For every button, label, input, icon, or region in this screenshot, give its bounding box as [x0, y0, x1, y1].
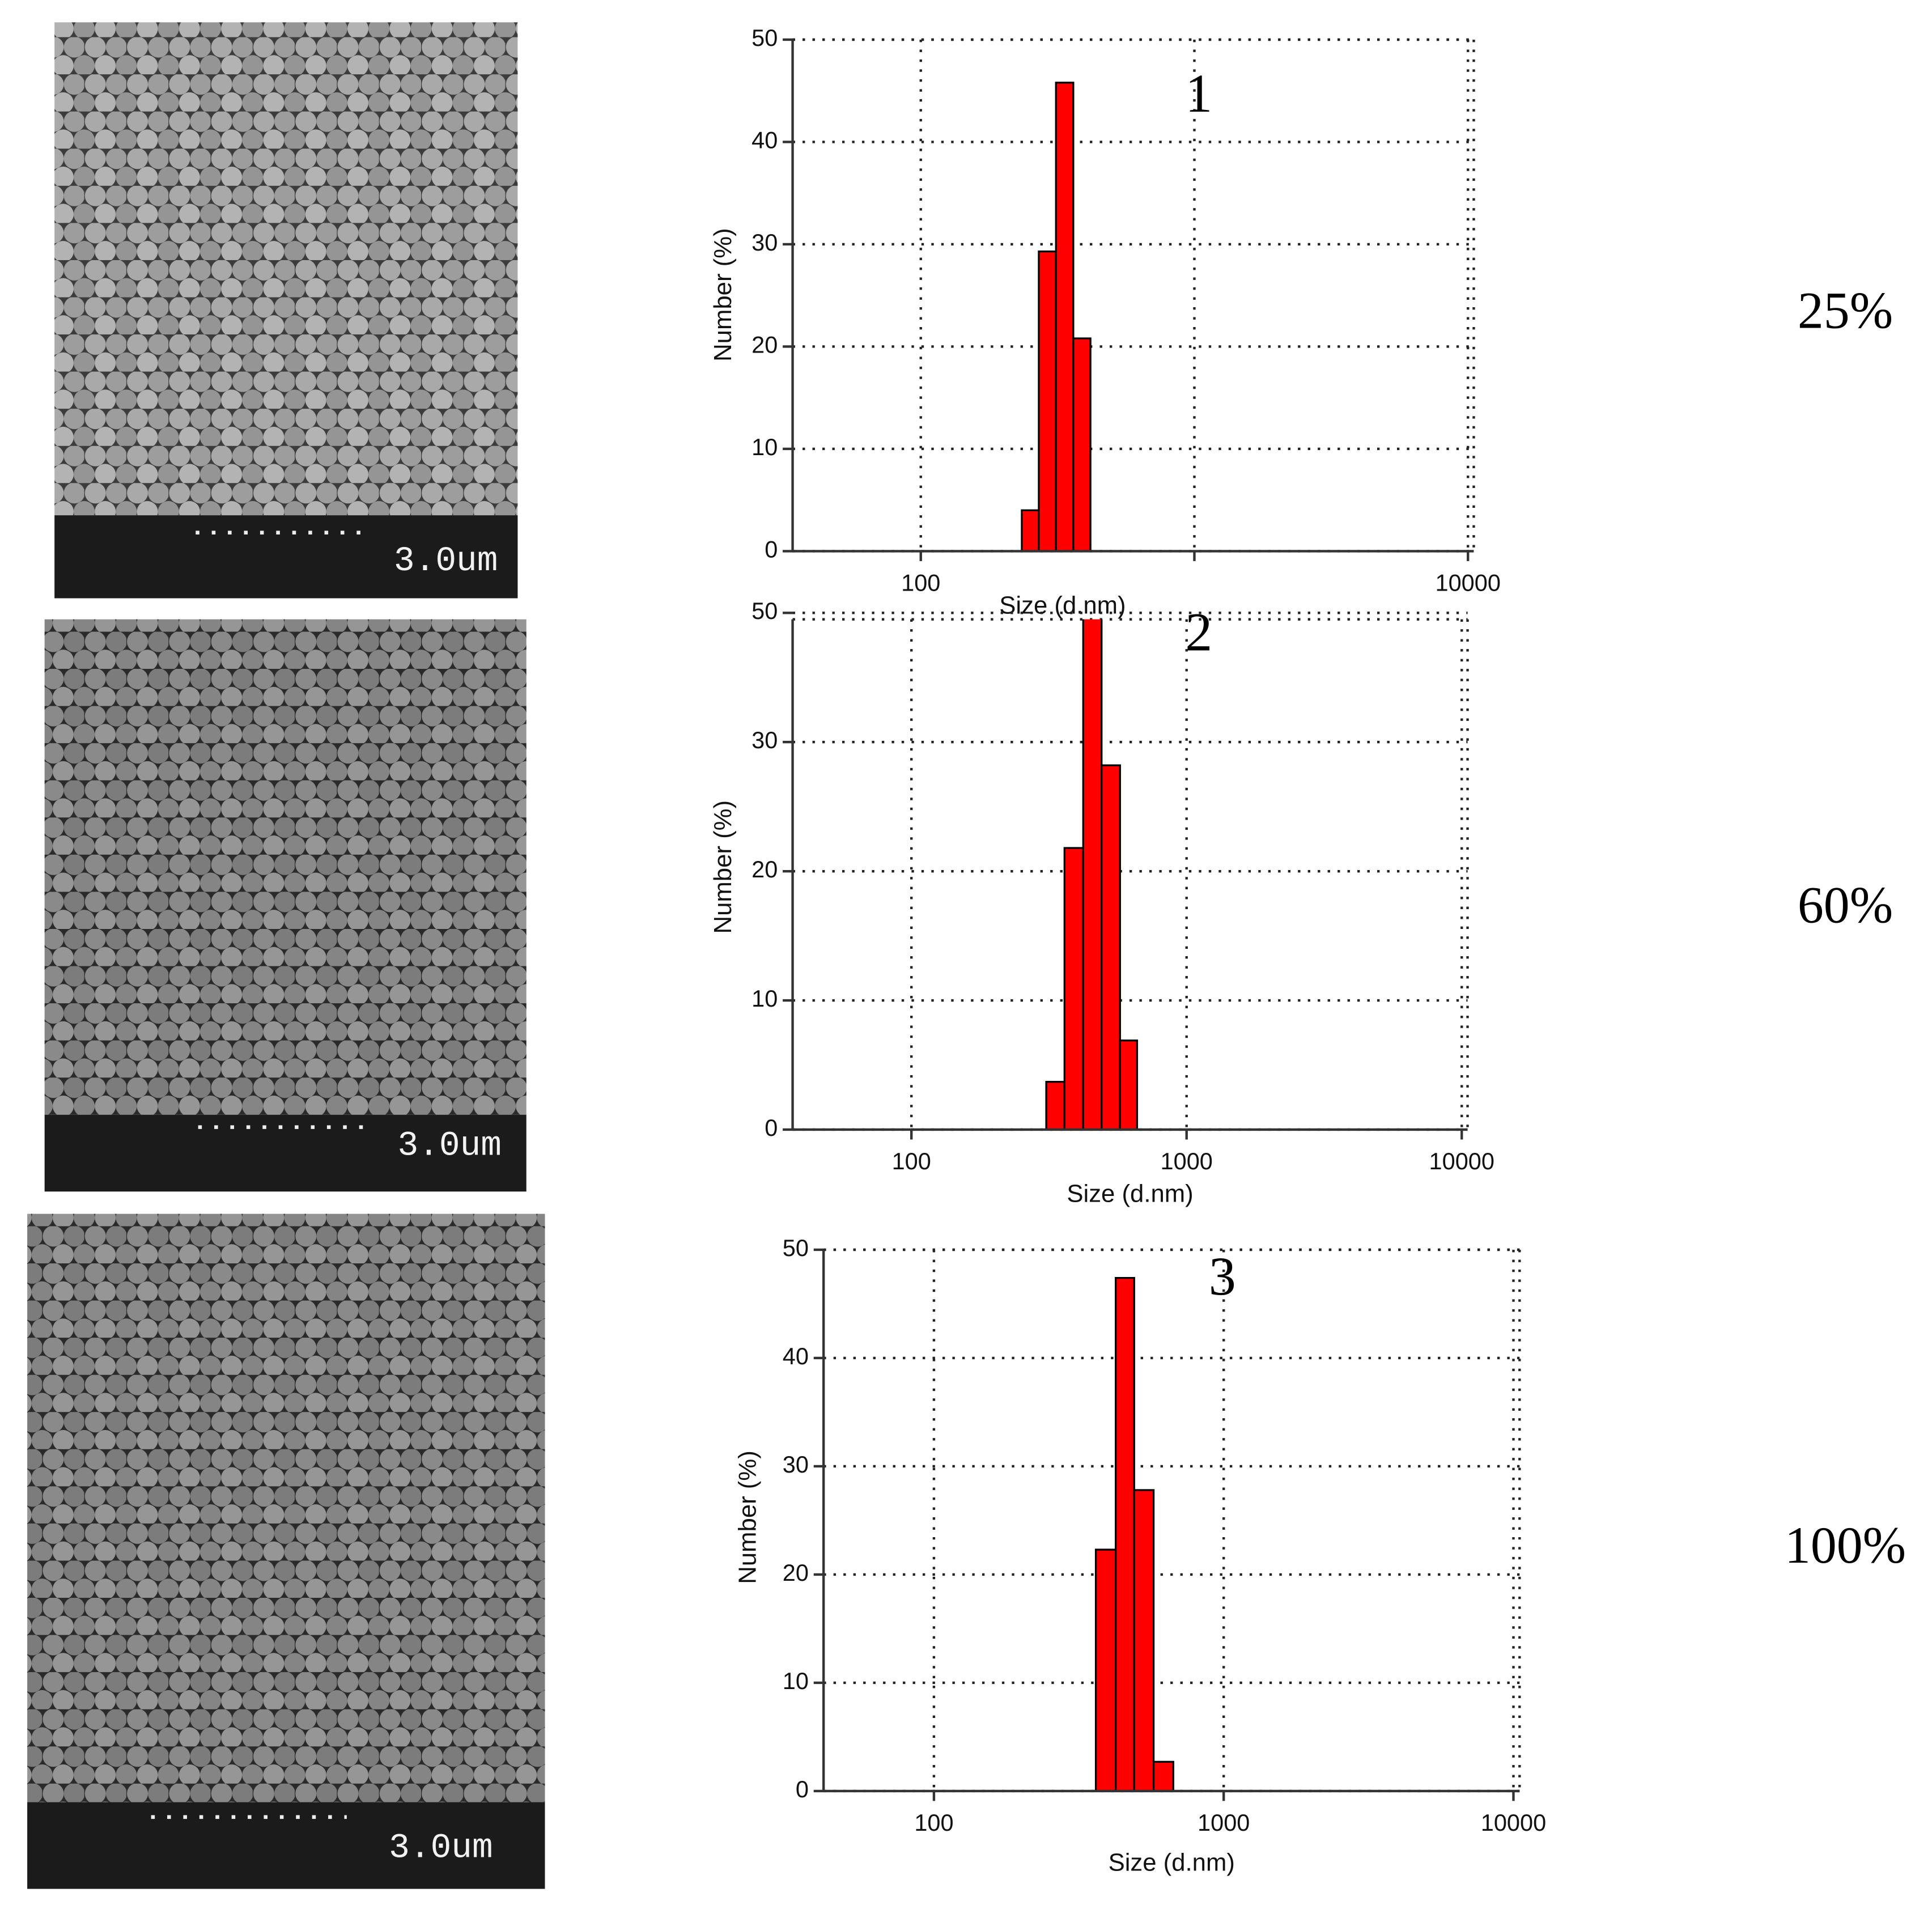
sem-image: 3.0um	[27, 1214, 545, 1889]
y-tick-label: 20	[751, 331, 778, 358]
y-axis-label: Number (%)	[709, 228, 737, 361]
bar	[1133, 1489, 1155, 1791]
y-tick-label: 50	[783, 1234, 809, 1261]
scale-bar-label: 3.0um	[389, 1829, 493, 1868]
y-tick-label: 0	[796, 1776, 809, 1802]
y-tick-label: 0	[765, 536, 778, 562]
bar	[1072, 337, 1092, 551]
bar	[1094, 1548, 1117, 1791]
bar	[1119, 1040, 1139, 1130]
panel-label: 1	[1185, 63, 1212, 124]
bar	[1038, 250, 1057, 551]
sample-label: 60%	[1798, 876, 1893, 934]
x-tick-label: 1000	[1198, 1809, 1250, 1836]
scale-bar-label: 3.0um	[394, 542, 498, 581]
bar	[1063, 847, 1084, 1130]
y-axis-label: Number (%)	[734, 1450, 762, 1584]
bar	[1115, 1276, 1135, 1791]
bars	[1021, 82, 1092, 551]
x-tick-label: 10000	[1481, 1809, 1546, 1836]
panel-label: 3	[1209, 1246, 1236, 1306]
y-tick-label: 30	[751, 229, 778, 256]
x-tick-label: 10000	[1429, 1148, 1494, 1174]
y-tick-label: 10	[783, 1668, 809, 1694]
x-tick-label: 100	[901, 569, 940, 596]
x-axis-label: Size (d.nm)	[1109, 1848, 1235, 1876]
y-axis-label: Number (%)	[709, 800, 737, 934]
sem-info-bar	[44, 1114, 526, 1192]
y-tick-label: 50	[751, 24, 778, 51]
y-tick-label: 10	[751, 985, 778, 1012]
y-tick-label: 30	[751, 727, 778, 753]
y-tick-label: 0	[765, 1114, 778, 1141]
y-tick-label: 40	[751, 126, 778, 153]
panel-label: 2	[1185, 602, 1212, 663]
bar	[1021, 509, 1040, 551]
sem-micrograph	[44, 619, 526, 1115]
scale-bar-label: 3.0um	[397, 1127, 502, 1166]
x-tick-label: 100	[892, 1148, 931, 1174]
y-tick-label: 20	[751, 856, 778, 883]
bar	[1152, 1760, 1174, 1791]
y-tick-label: 30	[783, 1451, 809, 1478]
x-axis-label: Size (d.nm)	[999, 591, 1126, 619]
y-tick-label: 40	[783, 1343, 809, 1369]
sem-micrograph	[54, 22, 518, 516]
sem-micrograph	[27, 1214, 545, 1802]
sem-info-bar	[54, 515, 518, 599]
bar	[1101, 764, 1121, 1130]
sem-info-bar	[27, 1802, 545, 1889]
y-tick-label: 20	[783, 1559, 809, 1586]
bar	[1045, 1081, 1065, 1130]
chart: 0 10 20 30 40 50 100 1000 10000 Size (d.nm) Number…	[734, 1234, 1906, 1876]
sample-label: 100%	[1785, 1516, 1906, 1574]
sample-label: 25%	[1798, 281, 1893, 339]
x-axis-label: Size (d.nm)	[1067, 1180, 1193, 1207]
y-tick-label: 50	[751, 597, 778, 624]
sem-image: 3.0um	[44, 619, 526, 1192]
x-tick-label: 1000	[1161, 1148, 1213, 1174]
bars	[1094, 1276, 1174, 1791]
x-tick-label: 100	[914, 1809, 953, 1836]
chart: 0 10 20 30 40 50 100 10000 Size (d.nm) Number (%)…	[709, 24, 1893, 619]
y-tick-label: 10	[751, 434, 778, 460]
x-tick-label: 10000	[1436, 569, 1501, 596]
chart: 0 10 20 30 50 100 1000 10000 Size (d.nm) Number (…	[709, 597, 1893, 1207]
bar	[1055, 82, 1075, 551]
sem-image: 3.0um	[54, 22, 518, 599]
bars	[1045, 619, 1139, 1130]
